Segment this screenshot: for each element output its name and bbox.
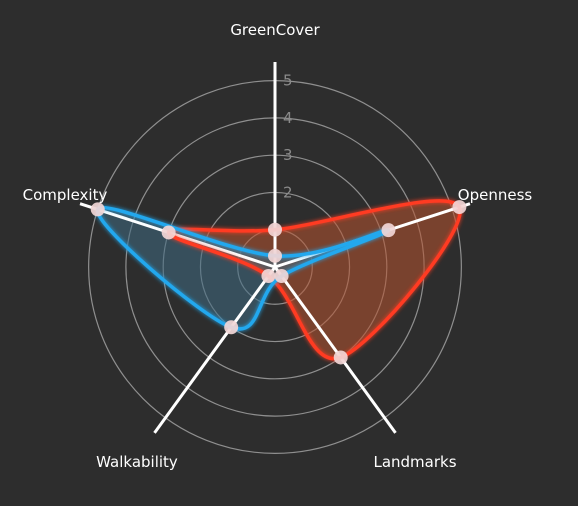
tick-labels: 2 3 4 5 (283, 72, 293, 202)
data-point (261, 269, 276, 284)
tick-label: 2 (283, 183, 293, 201)
data-point (90, 202, 105, 217)
tick-label: 5 (283, 72, 293, 90)
data-point (274, 269, 289, 284)
axis-label-complexity: Complexity (23, 186, 108, 204)
series-area (168, 200, 461, 359)
axis-spoke (273, 266, 397, 434)
data-point (268, 248, 282, 263)
data-point (161, 225, 176, 240)
axis-label-greencover: GreenCover (230, 21, 320, 39)
data-point (452, 200, 467, 215)
axis-label-walkability: Walkability (96, 453, 178, 471)
data-point (268, 222, 282, 237)
data-point (381, 223, 396, 238)
axis-labels: GreenCover Openness Landmarks Walkability Co… (23, 21, 533, 471)
data-point (333, 350, 348, 365)
tick-label: 3 (283, 146, 293, 164)
axis-spoke (79, 202, 276, 269)
axis-label-landmarks: Landmarks (373, 453, 456, 471)
tick-label: 4 (283, 109, 293, 127)
data-points (90, 200, 467, 365)
data-point (224, 320, 239, 335)
axis-label-openness: Openness (458, 186, 533, 204)
axis-spoke (153, 266, 277, 434)
